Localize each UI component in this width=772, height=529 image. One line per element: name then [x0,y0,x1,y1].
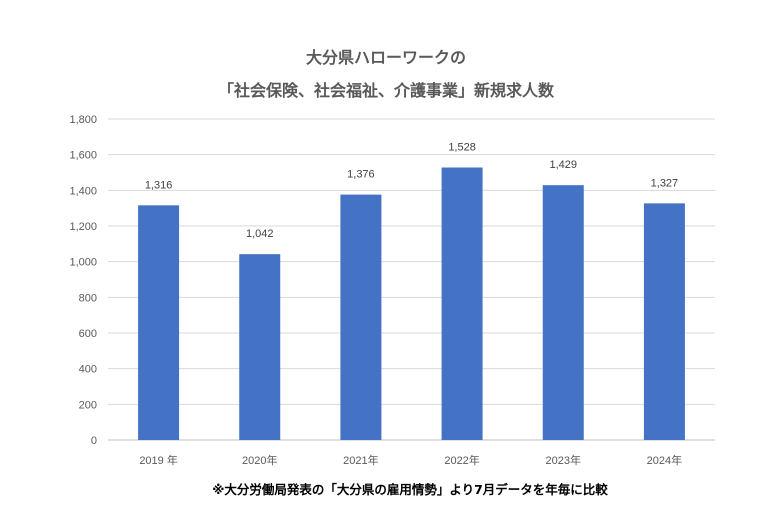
y-tick-label: 1,000 [69,257,97,269]
bar [340,194,382,440]
x-tick-label: 2019 年 [139,453,178,467]
data-label: 1,316 [145,179,173,191]
bar [239,254,281,440]
x-axis-ticks: 2019 年 2020年 2021年 2022年 2023年 2024年 [139,453,682,467]
y-tick-label: 0 [91,435,97,447]
bar [643,203,685,440]
y-tick-label: 800 [79,292,97,304]
data-labels: 1,316 1,042 1,376 1,528 1,429 1,327 [145,142,678,241]
data-label: 1,429 [549,159,577,171]
data-label: 1,042 [246,228,274,240]
data-label: 1,327 [651,177,679,189]
x-tick-label: 2024年 [647,453,682,467]
bar [441,167,483,441]
footnote: ※大分労働局発表の「大分県の雇用情勢」より7月データを年毎に比較 [212,482,608,497]
x-tick-label: 2020年 [242,453,277,467]
x-tick-label: 2021年 [343,453,378,467]
y-tick-label: 400 [79,364,97,376]
y-tick-label: 1,600 [69,150,97,162]
y-axis-ticks: 0 200 400 600 800 1,000 1,200 1,400 1,600 1,800 [69,114,97,447]
x-tick-label: 2022年 [444,453,479,467]
data-label: 1,528 [448,142,476,154]
gridlines [108,118,715,441]
data-label: 1,376 [347,169,375,181]
y-tick-label: 1,400 [69,185,97,197]
bar [138,205,180,440]
y-tick-label: 1,800 [69,114,97,126]
chart-title-line-2: 「社会保険、社会福祉、介護事業」新規求人数 [218,81,555,100]
chart-title-line-1: 大分県ハローワークの [306,48,466,67]
bars [138,167,685,441]
bar [542,185,584,440]
x-tick-label: 2023年 [546,453,581,467]
y-tick-label: 1,200 [69,221,97,233]
y-tick-label: 200 [79,399,97,411]
y-tick-label: 600 [79,328,97,340]
